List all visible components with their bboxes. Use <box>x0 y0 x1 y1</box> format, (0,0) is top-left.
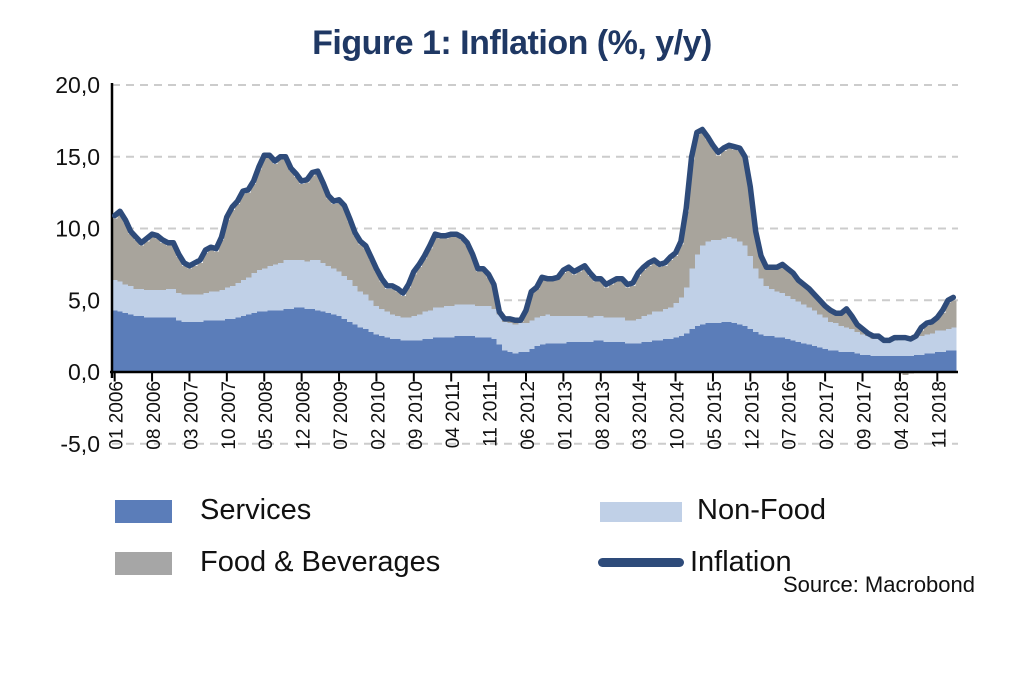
svg-text:07 2016: 07 2016 <box>780 381 801 450</box>
svg-text:03 2014: 03 2014 <box>630 381 651 450</box>
svg-text:09 2010: 09 2010 <box>406 381 427 450</box>
svg-text:11 2018: 11 2018 <box>929 381 950 448</box>
svg-text:03 2007: 03 2007 <box>181 381 202 450</box>
svg-text:09 2017: 09 2017 <box>855 381 876 450</box>
svg-text:08 2013: 08 2013 <box>593 381 614 450</box>
svg-text:04 2018: 04 2018 <box>892 381 913 450</box>
x-axis-labels: 01 2006 08 2006 03 2007 10 2007 05 2008 12 20… <box>107 381 951 450</box>
svg-text:10 2014: 10 2014 <box>668 381 689 450</box>
svg-text:05 2008: 05 2008 <box>256 381 277 450</box>
axes <box>110 83 958 382</box>
legend-label-services: Services <box>200 494 312 526</box>
svg-text:04 2011: 04 2011 <box>443 381 464 448</box>
inflation-chart: 20,0 15,0 10,0 5,0 0,0 -5,0 01 2006 08 2006 03 2… <box>55 72 958 457</box>
inflation-line-swatch <box>598 558 684 567</box>
svg-text:06 2012: 06 2012 <box>518 381 539 450</box>
svg-text:12 2015: 12 2015 <box>742 381 763 450</box>
svg-text:01 2006: 01 2006 <box>107 381 128 450</box>
non-food-swatch <box>600 502 682 522</box>
svg-text:-5,0: -5,0 <box>60 431 100 457</box>
svg-text:12 2008: 12 2008 <box>294 381 315 450</box>
source-note: Source: Macrobond <box>783 572 975 597</box>
svg-text:5,0: 5,0 <box>68 287 100 313</box>
chart-title: Figure 1: Inflation (%, y/y) <box>312 24 712 62</box>
svg-text:08 2006: 08 2006 <box>144 381 165 450</box>
non-food-area <box>112 237 957 357</box>
svg-text:10,0: 10,0 <box>55 216 100 242</box>
inflation-line <box>111 126 957 344</box>
legend-label-food-beverages: Food & Beverages <box>200 546 441 578</box>
services-swatch <box>115 500 172 523</box>
legend-label-non-food: Non-Food <box>697 494 826 526</box>
services-area <box>112 307 957 372</box>
svg-text:02 2017: 02 2017 <box>817 381 838 450</box>
svg-text:15,0: 15,0 <box>55 144 100 170</box>
svg-text:01 2013: 01 2013 <box>555 381 576 450</box>
svg-text:10 2007: 10 2007 <box>219 381 240 450</box>
y-axis-labels: 20,0 15,0 10,0 5,0 0,0 -5,0 <box>55 72 100 457</box>
svg-text:02 2010: 02 2010 <box>368 381 389 450</box>
svg-text:05 2015: 05 2015 <box>705 381 726 450</box>
legend-label-inflation: Inflation <box>690 546 792 578</box>
svg-text:20,0: 20,0 <box>55 72 100 98</box>
food-beverages-swatch <box>115 552 172 575</box>
svg-text:07 2009: 07 2009 <box>331 381 352 450</box>
svg-text:0,0: 0,0 <box>68 359 100 385</box>
svg-text:11 2011: 11 2011 <box>481 381 502 447</box>
